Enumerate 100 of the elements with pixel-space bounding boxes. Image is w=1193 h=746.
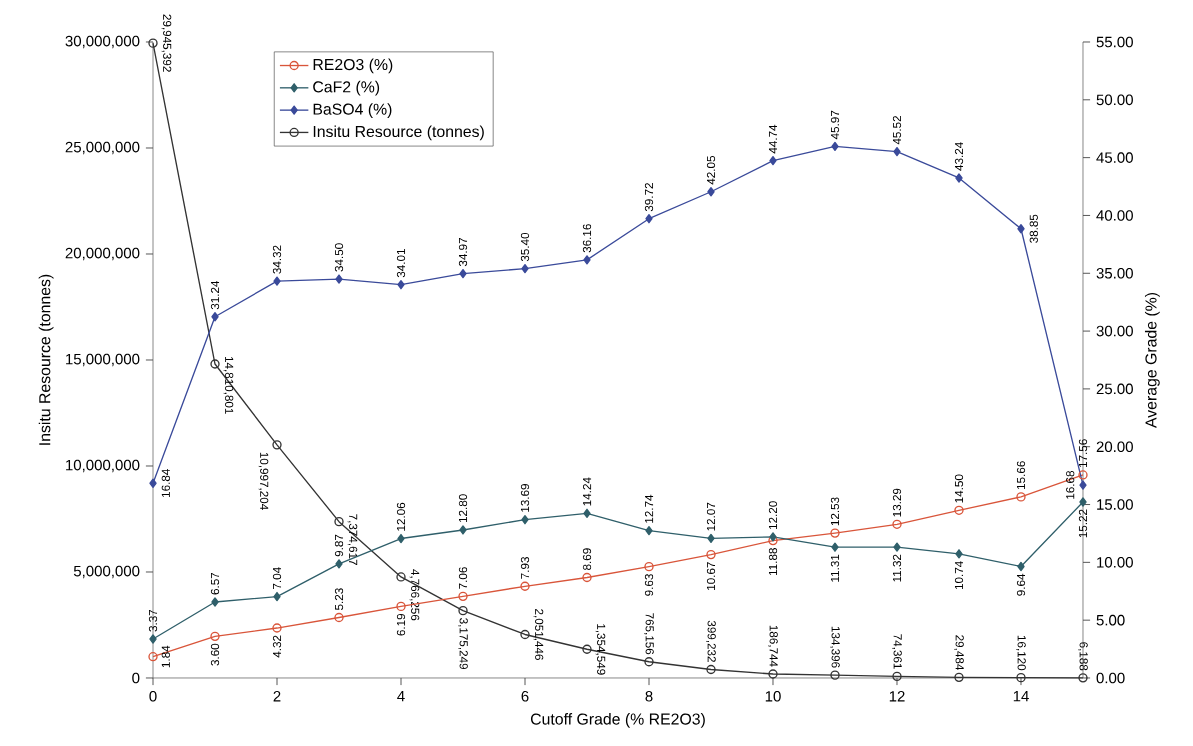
point [706, 549, 716, 560]
point [955, 173, 963, 183]
point [1078, 470, 1088, 480]
x-tick-label: 10 [765, 690, 781, 702]
y2-tick-label: 35.00 [1096, 267, 1133, 279]
data-label: 34.97 [458, 238, 468, 267]
point [397, 280, 405, 290]
data-label: 15.22 [1078, 509, 1088, 538]
x-axis-title: Cutoff Grade (% RE2O3) [530, 713, 705, 728]
x-tick-label: 4 [397, 690, 405, 702]
data-label: 1.84 [161, 645, 170, 668]
data-label: 29,945,392 [161, 14, 172, 72]
data-label: 4,766,256 [409, 569, 420, 621]
point [1016, 672, 1026, 683]
point [583, 255, 591, 265]
data-label: 399,232 [706, 620, 716, 662]
data-label: 10.67 [706, 562, 716, 590]
point [830, 670, 840, 680]
point [211, 312, 219, 322]
data-label: 29,484 [954, 635, 964, 671]
point [954, 672, 964, 683]
point [148, 652, 158, 662]
data-label: 8.69 [582, 548, 592, 570]
point [955, 549, 963, 559]
y-tick-label: 15,000,000 [66, 353, 140, 367]
data-label: 6.19 [396, 613, 406, 636]
data-label: 44.74 [768, 124, 778, 154]
data-label: 5.23 [334, 588, 344, 611]
x-tick-label: 8 [645, 690, 653, 702]
data-label: 12.07 [706, 502, 716, 531]
point [334, 516, 344, 527]
y2-tick-label: 10.00 [1097, 557, 1133, 568]
data-label: 6,188 [1078, 642, 1088, 671]
data-label: 3.37 [148, 609, 158, 632]
data-label: 39.72 [644, 183, 654, 212]
point [582, 644, 592, 654]
legend-label: BaSO4 (%) [313, 103, 392, 118]
point [954, 505, 964, 515]
point [831, 141, 839, 152]
data-label: 16.84 [161, 469, 170, 497]
point [644, 657, 654, 667]
point [768, 669, 778, 679]
point [520, 581, 530, 591]
y2-tick-label: 50.00 [1096, 94, 1133, 106]
point [1016, 492, 1026, 502]
data-label: 7.04 [272, 567, 282, 589]
data-label: 74,361 [892, 634, 902, 669]
point [396, 601, 406, 612]
x-tick-label: 0 [149, 690, 157, 702]
y2-tick-label: 5.00 [1096, 614, 1125, 626]
data-label: 45.52 [892, 116, 902, 145]
data-label: 2,051,446 [533, 609, 544, 660]
data-label: 14,810,801 [223, 356, 234, 414]
legend-label: RE2O3 (%) [313, 58, 393, 74]
y2-axis-title: Average Grade (%) [1144, 292, 1160, 429]
data-label: 186,744 [768, 625, 778, 667]
data-label: 14.50 [954, 474, 964, 503]
point [210, 631, 220, 642]
point [272, 623, 282, 633]
legend-label: Insitu Resource (tonnes) [313, 125, 484, 141]
data-label: 3,175,249 [458, 618, 468, 670]
point [458, 606, 468, 616]
point [769, 532, 777, 542]
data-label: 38.85 [1029, 214, 1038, 243]
data-label: 34.50 [334, 243, 344, 272]
point [520, 629, 530, 640]
data-label: 31.24 [210, 280, 220, 310]
legend-label: CaF2 (%) [313, 80, 380, 96]
y2-tick-label: 0.00 [1096, 672, 1125, 684]
data-label: 9.87 [334, 534, 344, 557]
data-label: 9.64 [1016, 573, 1026, 596]
data-label: 16,120 [1016, 635, 1026, 671]
point [645, 214, 653, 224]
point [396, 572, 406, 582]
point [707, 533, 715, 544]
data-label: 3.60 [210, 643, 220, 666]
data-label: 16.68 [1066, 471, 1075, 499]
data-label: 15.66 [1016, 461, 1026, 490]
data-label: 765,156 [644, 613, 654, 655]
point [521, 515, 529, 525]
point [831, 542, 839, 552]
point [273, 591, 281, 602]
data-label: 6.57 [210, 572, 220, 595]
y-tick-label: 5,000,000 [73, 565, 140, 579]
point [644, 561, 654, 572]
data-label: 12.53 [830, 497, 840, 526]
y-tick-label: 20,000,000 [65, 247, 140, 261]
x-tick-label: 2 [273, 690, 281, 702]
data-label: 12.74 [644, 494, 654, 523]
y-tick-label: 30,000,000 [65, 35, 140, 49]
point [459, 268, 467, 279]
point [1079, 480, 1087, 490]
point [210, 359, 220, 369]
data-label: 12.06 [396, 502, 406, 531]
y2-tick-label: 25.00 [1096, 383, 1133, 395]
data-label: 35.40 [520, 232, 530, 262]
point [1078, 673, 1088, 683]
data-label: 13.29 [892, 488, 902, 517]
point [397, 533, 405, 544]
point [459, 525, 467, 535]
